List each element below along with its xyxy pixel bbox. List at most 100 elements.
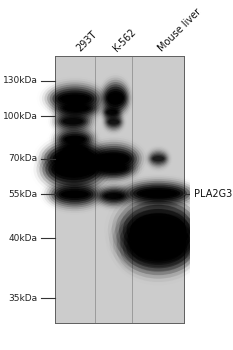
Ellipse shape: [103, 84, 128, 112]
Ellipse shape: [60, 132, 89, 146]
Ellipse shape: [89, 155, 138, 181]
Ellipse shape: [108, 93, 123, 103]
Ellipse shape: [46, 180, 103, 209]
Ellipse shape: [116, 177, 200, 209]
Ellipse shape: [42, 150, 105, 188]
Ellipse shape: [44, 142, 105, 176]
Ellipse shape: [60, 102, 93, 115]
Ellipse shape: [102, 82, 129, 114]
Ellipse shape: [106, 89, 125, 107]
Ellipse shape: [49, 181, 101, 208]
Ellipse shape: [55, 112, 90, 131]
Ellipse shape: [58, 189, 91, 200]
Ellipse shape: [58, 130, 91, 148]
Ellipse shape: [133, 186, 184, 201]
Ellipse shape: [101, 80, 130, 116]
Ellipse shape: [98, 162, 130, 175]
Ellipse shape: [123, 181, 194, 206]
Ellipse shape: [54, 110, 92, 133]
Ellipse shape: [153, 156, 164, 161]
Ellipse shape: [130, 231, 187, 265]
Ellipse shape: [90, 146, 137, 171]
Ellipse shape: [96, 186, 131, 206]
Ellipse shape: [99, 77, 132, 118]
Text: 100kDa: 100kDa: [3, 112, 38, 121]
Ellipse shape: [123, 205, 194, 256]
Ellipse shape: [62, 144, 88, 157]
Ellipse shape: [36, 145, 111, 194]
Ellipse shape: [102, 165, 125, 172]
Ellipse shape: [57, 164, 90, 175]
Ellipse shape: [50, 86, 100, 111]
Ellipse shape: [54, 185, 96, 204]
Ellipse shape: [126, 183, 190, 204]
Ellipse shape: [56, 139, 93, 162]
Ellipse shape: [52, 108, 94, 134]
Ellipse shape: [120, 212, 197, 267]
Ellipse shape: [136, 188, 180, 199]
Ellipse shape: [123, 224, 194, 272]
Ellipse shape: [113, 205, 204, 275]
Ellipse shape: [130, 213, 186, 247]
Ellipse shape: [93, 148, 134, 169]
Ellipse shape: [133, 234, 184, 261]
Ellipse shape: [100, 154, 127, 163]
Ellipse shape: [140, 190, 177, 197]
Ellipse shape: [136, 238, 180, 258]
Ellipse shape: [101, 102, 123, 122]
Ellipse shape: [150, 152, 167, 165]
Ellipse shape: [131, 224, 186, 255]
Ellipse shape: [39, 148, 108, 191]
Ellipse shape: [61, 191, 89, 198]
Text: 35kDa: 35kDa: [9, 294, 38, 303]
Ellipse shape: [65, 105, 89, 112]
Ellipse shape: [58, 141, 91, 160]
Ellipse shape: [38, 137, 111, 181]
Ellipse shape: [56, 151, 94, 166]
Ellipse shape: [63, 118, 83, 125]
Ellipse shape: [41, 139, 108, 178]
Ellipse shape: [100, 163, 127, 173]
Ellipse shape: [44, 177, 106, 211]
Ellipse shape: [95, 184, 132, 208]
Ellipse shape: [62, 104, 91, 113]
Ellipse shape: [92, 157, 136, 180]
Ellipse shape: [57, 128, 93, 150]
Ellipse shape: [98, 152, 130, 165]
Ellipse shape: [103, 112, 125, 132]
Text: K-562: K-562: [112, 27, 138, 53]
Ellipse shape: [48, 156, 99, 183]
Ellipse shape: [147, 149, 169, 168]
Text: 70kDa: 70kDa: [9, 154, 38, 163]
Ellipse shape: [108, 119, 119, 125]
Ellipse shape: [56, 187, 93, 202]
Ellipse shape: [127, 220, 189, 259]
Ellipse shape: [127, 209, 190, 251]
Ellipse shape: [107, 118, 120, 126]
Ellipse shape: [104, 106, 120, 119]
Ellipse shape: [45, 153, 102, 186]
Ellipse shape: [65, 147, 84, 154]
Ellipse shape: [47, 84, 102, 113]
Ellipse shape: [60, 142, 90, 159]
Ellipse shape: [55, 138, 95, 163]
Ellipse shape: [98, 187, 129, 205]
Ellipse shape: [106, 116, 122, 128]
Ellipse shape: [94, 159, 134, 178]
Ellipse shape: [140, 241, 177, 255]
Ellipse shape: [112, 192, 205, 268]
Ellipse shape: [58, 154, 91, 163]
Ellipse shape: [100, 189, 128, 203]
Ellipse shape: [124, 216, 193, 263]
Ellipse shape: [62, 134, 87, 145]
Ellipse shape: [134, 228, 182, 252]
Text: 40kDa: 40kDa: [9, 234, 38, 243]
Ellipse shape: [95, 150, 132, 167]
Ellipse shape: [55, 127, 95, 152]
Ellipse shape: [42, 80, 108, 117]
Ellipse shape: [96, 160, 132, 176]
Ellipse shape: [134, 217, 183, 243]
Ellipse shape: [120, 220, 197, 275]
Ellipse shape: [103, 191, 124, 201]
Ellipse shape: [138, 232, 178, 247]
